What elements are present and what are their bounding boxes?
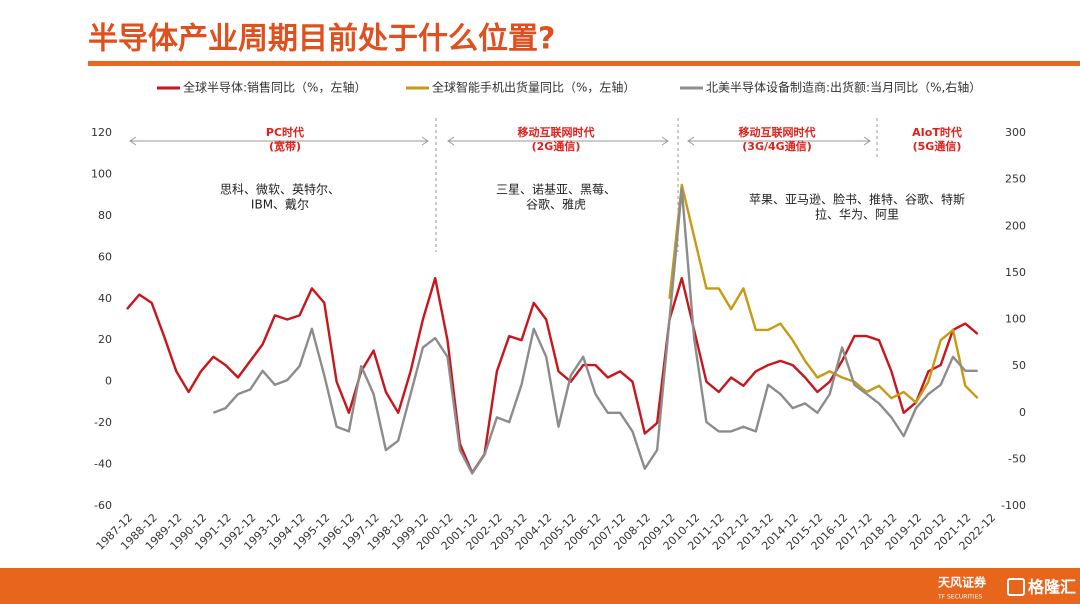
- y-tick-label: 80: [98, 209, 112, 222]
- era-name: AIoT时代: [912, 125, 962, 139]
- y2-tick-label: 100: [1005, 313, 1026, 326]
- y2-tick-label: 250: [1005, 173, 1026, 186]
- era-companies: 谷歌、雅虎: [526, 197, 586, 212]
- footer-brand-en: TF SECURITIES: [937, 594, 982, 601]
- y-tick-label: -20: [94, 416, 112, 429]
- era-companies: IBM、戴尔: [251, 197, 309, 212]
- y2-tick-label: 300: [1005, 126, 1026, 139]
- era-name: (宽带): [269, 139, 301, 153]
- era-companies: 拉、华为、阿里: [815, 207, 899, 222]
- legend-label: 全球半导体:销售同比（%，左轴）: [183, 80, 366, 95]
- y-tick-label: -40: [94, 458, 112, 471]
- series-line: [668, 183, 979, 404]
- y-tick-label: 100: [91, 167, 112, 180]
- slide-title: 半导体产业周期目前处于什么位置?: [88, 22, 555, 57]
- footer-bar: [0, 568, 1080, 604]
- logo-icon: [1007, 578, 1025, 596]
- arrow: [447, 136, 669, 146]
- y2-tick-label: 150: [1005, 266, 1026, 279]
- y2-tick-label: 50: [1012, 359, 1026, 372]
- legend-label: 北美半导体设备制造商:出货额:当月同比（%,右轴）: [706, 80, 981, 95]
- footer-brand: 天风证券: [938, 575, 987, 590]
- era-name: (2G通信): [532, 139, 581, 153]
- legend-label: 全球智能手机出货量同比（%，左轴）: [432, 80, 635, 95]
- y-tick-label: 20: [98, 333, 112, 346]
- y-tick-label: -60: [94, 499, 112, 512]
- y2-tick-label: 0: [1019, 406, 1026, 419]
- era-companies: 思科、微软、英特尔、: [220, 182, 340, 197]
- arrow: [129, 136, 429, 146]
- y2-tick-label: -50: [1008, 452, 1026, 465]
- era-name: 移动互联网时代: [739, 125, 816, 139]
- y2-tick-label: 200: [1005, 219, 1026, 232]
- title-underline: [88, 61, 1080, 66]
- arrows: [129, 136, 871, 146]
- footer-source: 格隆汇: [1028, 578, 1076, 597]
- era-dividers: [129, 118, 878, 252]
- era-companies: 三星、诺基亚、黑莓、: [496, 183, 616, 197]
- era-name: 移动互联网时代: [518, 125, 595, 139]
- arrow: [687, 136, 871, 146]
- series-line: [212, 187, 978, 475]
- era-name: (5G通信): [913, 139, 962, 153]
- y-tick-label: 0: [105, 375, 112, 388]
- y2-tick-label: -100: [1001, 499, 1026, 512]
- y-tick-label: 120: [91, 126, 112, 139]
- era-companies: 苹果、亚马逊、脸书、推特、谷歌、特斯: [749, 192, 965, 207]
- y-tick-label: 40: [98, 292, 112, 305]
- era-name: PC时代: [266, 125, 304, 139]
- era-name: (3G/4G通信): [742, 139, 811, 153]
- y-tick-label: 60: [98, 250, 112, 263]
